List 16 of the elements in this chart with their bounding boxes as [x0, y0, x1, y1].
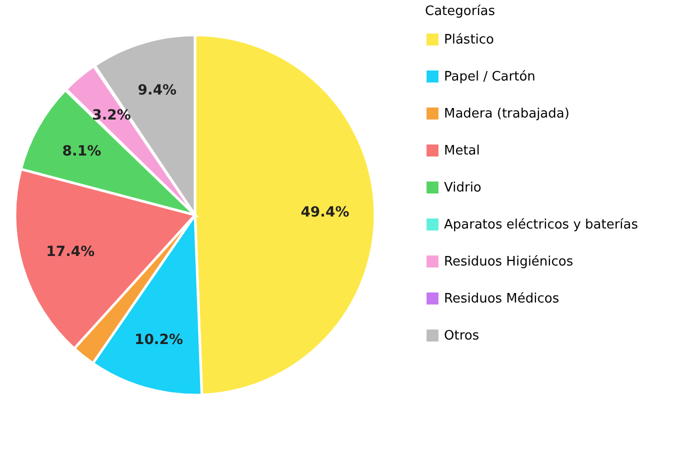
legend-label: Papel / Cartón [444, 70, 536, 84]
data-label: 10.2% [134, 332, 184, 348]
data-label: 8.1% [62, 143, 102, 160]
legend-label: Aparatos eléctricos y baterías [444, 218, 638, 232]
legend-label: Vidrio [444, 180, 482, 196]
legend-label: Plástico [444, 32, 494, 48]
data-label: 49.4% [300, 204, 350, 221]
legend-title: Categorías [425, 4, 496, 19]
data-label: 3.2% [92, 107, 131, 124]
data-label: 17.4% [46, 244, 95, 260]
legend-label: Otros [444, 328, 480, 344]
legend-label: Residuos Médicos [444, 292, 560, 306]
legend-label: Madera (trabajada) [444, 106, 570, 122]
legend-label: Residuos Higiénicos [444, 254, 574, 270]
data-label: 9.4% [138, 82, 177, 99]
legend-label: Metal [444, 144, 480, 158]
